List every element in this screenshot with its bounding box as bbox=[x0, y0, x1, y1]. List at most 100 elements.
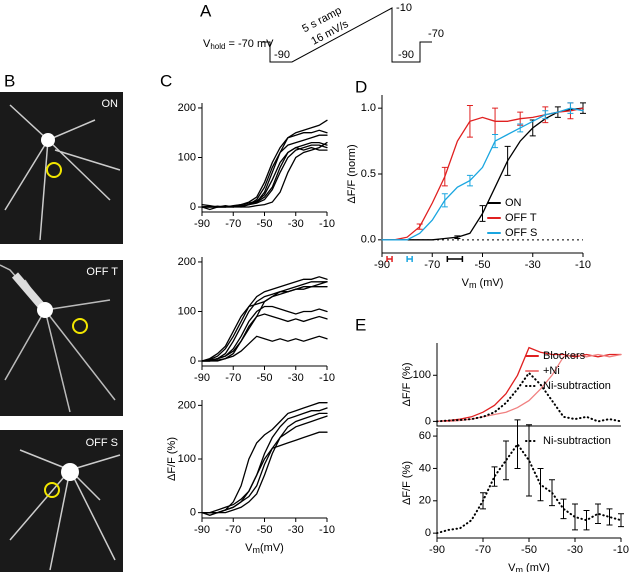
error-bar bbox=[492, 134, 499, 149]
legend-label: Ni-subtraction bbox=[543, 380, 611, 392]
protocol: Vhold = -70 mV -90 5 s ramp 16 mV/s -10 … bbox=[203, 2, 444, 63]
y-axis-label: ΔF/F (norm) bbox=[346, 144, 358, 203]
x-label-sub: m bbox=[469, 280, 477, 290]
hold-sub: hold bbox=[210, 42, 225, 51]
x-label-part: V bbox=[508, 562, 516, 572]
x-tick-label: -90 bbox=[194, 218, 210, 230]
panel-letter: E bbox=[355, 315, 366, 334]
y-tick-label: 1.0 bbox=[361, 102, 376, 114]
y-tick-label: 200 bbox=[178, 256, 196, 268]
error-bar bbox=[491, 466, 498, 487]
x-axis-label: Vm (mV) bbox=[462, 277, 504, 290]
legend-label: +Ni bbox=[543, 365, 560, 377]
series-line bbox=[201, 286, 328, 362]
error-bar bbox=[537, 467, 544, 502]
error-bar bbox=[560, 498, 567, 520]
x-tick-label: -30 bbox=[288, 218, 304, 230]
x-tick-label: -10 bbox=[613, 544, 629, 556]
error-bar bbox=[606, 508, 613, 526]
x-tick-label: -50 bbox=[257, 524, 273, 536]
x-tick-label: -30 bbox=[288, 524, 304, 536]
panel-letter: A bbox=[200, 1, 212, 20]
error-bar bbox=[526, 424, 532, 497]
series-line bbox=[201, 415, 328, 514]
onset-range bbox=[446, 256, 464, 262]
series-line bbox=[201, 335, 328, 362]
error-bar bbox=[454, 235, 461, 240]
neuron-image: OFF T bbox=[0, 260, 123, 416]
y-tick-label: 60 bbox=[419, 430, 431, 442]
x-tick-label: -30 bbox=[525, 259, 541, 271]
y-tick-label: 100 bbox=[178, 305, 196, 317]
y-tick-label: 0 bbox=[190, 355, 196, 367]
peak-label: -10 bbox=[396, 2, 412, 14]
x-tick-label: -10 bbox=[319, 524, 335, 536]
x-axis-label: Vm(mV) bbox=[245, 542, 284, 555]
y-tick-label: 20 bbox=[419, 495, 431, 507]
y-axis-label: ΔF/F (%) bbox=[166, 437, 178, 481]
series-line bbox=[436, 353, 622, 423]
onset-range bbox=[386, 256, 393, 262]
series-line bbox=[436, 371, 622, 423]
error-bar bbox=[595, 503, 601, 524]
panel-letter: B bbox=[4, 71, 15, 90]
x-tick-label: -70 bbox=[475, 544, 491, 556]
panel-letters: A B C D E bbox=[4, 1, 367, 334]
error-bar bbox=[517, 123, 524, 133]
x-tick-label: -10 bbox=[319, 372, 335, 384]
x-tick-label: -30 bbox=[288, 372, 304, 384]
error-bar bbox=[503, 440, 509, 481]
axis bbox=[436, 343, 621, 427]
series-line bbox=[201, 407, 328, 514]
x-tick-label: -50 bbox=[257, 372, 273, 384]
y-axis-label: ΔF/F (%) bbox=[401, 461, 413, 505]
x-tick-label: -70 bbox=[225, 218, 241, 230]
series-line bbox=[436, 346, 622, 423]
y-tick-label: 0.5 bbox=[361, 168, 376, 180]
neuron-image: OFF S bbox=[0, 430, 123, 572]
error-bar bbox=[479, 205, 486, 222]
error-bar bbox=[480, 492, 486, 510]
y-tick-label: 100 bbox=[413, 369, 431, 381]
error-bar bbox=[441, 193, 448, 208]
x-tick-label: -10 bbox=[319, 218, 335, 230]
series-line bbox=[201, 431, 328, 514]
error-bar bbox=[567, 102, 574, 114]
y-tick-label: 0.0 bbox=[361, 234, 376, 246]
x-tick-label: -70 bbox=[225, 524, 241, 536]
error-bar bbox=[466, 105, 473, 138]
series-line bbox=[201, 276, 328, 362]
x-label-part: (mV) bbox=[260, 542, 284, 554]
series-line bbox=[201, 281, 328, 362]
legend-label: OFF S bbox=[505, 227, 537, 239]
x-tick-label: -70 bbox=[424, 259, 440, 271]
y-axis-label: ΔF/F (%) bbox=[401, 362, 413, 406]
x-axis-label: Vm (mV) bbox=[508, 562, 550, 572]
x-tick-label: -10 bbox=[575, 259, 591, 271]
hold-v: V bbox=[203, 38, 211, 50]
y-tick-label: 200 bbox=[178, 102, 196, 114]
image-label: OFF T bbox=[86, 266, 118, 278]
series-line bbox=[201, 281, 328, 362]
images: ON OFF T OFF S bbox=[0, 92, 123, 572]
x-label-part: (mV) bbox=[476, 277, 503, 289]
x-tick-label: -30 bbox=[567, 544, 583, 556]
y-tick-label: 0 bbox=[190, 201, 196, 213]
series-line bbox=[436, 442, 622, 535]
error-bar bbox=[504, 145, 511, 176]
error-bar bbox=[466, 174, 473, 187]
error-bar bbox=[441, 166, 448, 187]
x-tick-label: -90 bbox=[194, 372, 210, 384]
error-bar bbox=[549, 479, 555, 507]
error-bar bbox=[618, 513, 624, 528]
hold-value: = -70 mV bbox=[225, 38, 274, 50]
error-bar bbox=[514, 419, 521, 469]
x-label-part: V bbox=[462, 277, 470, 289]
x-tick-label: -90 bbox=[374, 259, 390, 271]
legend-label: ON bbox=[505, 197, 522, 209]
y-tick-label: 0 bbox=[425, 527, 431, 539]
legend-label: Ni-subtraction bbox=[543, 435, 611, 447]
end-label: -70 bbox=[428, 28, 444, 40]
image-label: ON bbox=[102, 98, 119, 110]
